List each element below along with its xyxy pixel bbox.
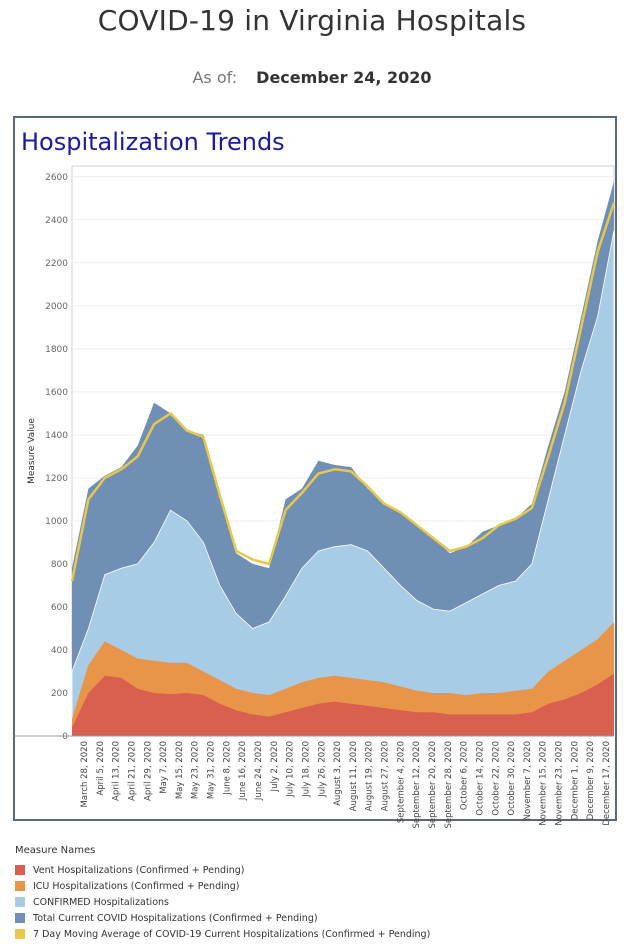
x-tick-label: December 9, 2020 [586, 741, 596, 820]
moving-average-line [70, 202, 616, 582]
legend-swatch [15, 881, 25, 891]
legend-label: CONFIRMED Hospitalizations [33, 896, 169, 908]
y-tick-label: 1200 [45, 474, 68, 484]
y-tick-label: 800 [51, 560, 68, 570]
x-tick-label: November 7, 2020 [523, 741, 533, 820]
area-series-2 [71, 230, 615, 737]
x-tick-label: June 24, 2020 [254, 741, 264, 801]
x-tick-label: April 5, 2020 [96, 741, 106, 796]
y-tick-label: 1000 [45, 517, 68, 527]
x-tick-label: October 22, 2020 [491, 741, 501, 816]
x-tick-label: May 15, 2020 [175, 741, 185, 799]
legend-swatch [15, 913, 25, 923]
legend-item-icu[interactable]: ICU Hospitalizations (Confirmed + Pendin… [15, 878, 430, 894]
as-of-label: As of: [192, 68, 238, 87]
as-of-line: As of: December 24, 2020 [0, 68, 624, 87]
x-tick-label: September 28, 2020 [444, 741, 454, 829]
x-tick-label: July 26, 2020 [317, 741, 327, 798]
x-tick-label: November 15, 2020 [539, 741, 549, 826]
legend-title: Measure Names [15, 845, 96, 856]
legend-item-vent[interactable]: Vent Hospitalizations (Confirmed + Pendi… [15, 862, 430, 878]
y-tick-label: 0 [62, 732, 68, 742]
y-tick-label: 600 [51, 603, 68, 613]
x-tick-label: July 10, 2020 [286, 741, 296, 798]
legend-swatch [15, 865, 25, 875]
legend-label: Vent Hospitalizations (Confirmed + Pendi… [33, 864, 245, 876]
x-tick-label: December 17, 2020 [602, 741, 612, 826]
legend-item-confirmed[interactable]: CONFIRMED Hospitalizations [15, 894, 430, 910]
x-tick-label: July 2, 2020 [270, 741, 280, 792]
x-tick-label: August 27, 2020 [381, 741, 391, 811]
x-tick-label: June 16, 2020 [238, 741, 248, 801]
legend-item-total[interactable]: Total Current COVID Hospitalizations (Co… [15, 910, 430, 926]
x-tick-label: October 6, 2020 [460, 741, 470, 810]
x-tick-label: May 31, 2020 [207, 741, 217, 799]
x-tick-label: June 8, 2020 [222, 741, 232, 796]
x-tick-label: August 11, 2020 [349, 741, 359, 811]
legend-label: ICU Hospitalizations (Confirmed + Pendin… [33, 880, 240, 892]
x-tick-label: December 1, 2020 [570, 741, 580, 820]
legend-item-moving-average[interactable]: 7 Day Moving Average of COVID-19 Current… [15, 926, 430, 942]
x-tick-label: March 28, 2020 [80, 741, 90, 807]
hospitalization-chart[interactable]: 0 200 400 600 800 1000 1200 1400 1600 1800 2000 220… [0, 0, 624, 840]
x-tick-label: September 20, 2020 [428, 741, 438, 829]
area-series-0 [72, 673, 614, 736]
y-tick-label: 1800 [45, 345, 68, 355]
y-tick-label: 2400 [45, 216, 68, 226]
x-tick-label: April 13, 2020 [112, 741, 122, 801]
y-tick-label: 2000 [45, 302, 68, 312]
x-tick-label: October 30, 2020 [507, 741, 517, 816]
legend-label: Total Current COVID Hospitalizations (Co… [33, 912, 318, 924]
legend: Measure Names Vent Hospitalizations (Con… [15, 845, 430, 942]
legend-swatch [15, 897, 25, 907]
y-tick-label: 1400 [45, 431, 68, 441]
section-title: Hospitalization Trends [21, 128, 285, 156]
y-tick-label: 2200 [45, 259, 68, 269]
y-axis-label: Measure Value [27, 418, 37, 484]
x-tick-label: May 7, 2020 [159, 741, 169, 794]
y-tick-label: 400 [51, 646, 68, 656]
as-of-date: December 24, 2020 [256, 68, 432, 87]
x-tick-label: November 23, 2020 [555, 741, 565, 826]
x-tick-label: October 14, 2020 [476, 741, 486, 816]
legend-swatch [15, 929, 25, 939]
legend-label: 7 Day Moving Average of COVID-19 Current… [33, 928, 431, 940]
x-tick-label: September 4, 2020 [396, 741, 406, 823]
x-tick-label: August 3, 2020 [333, 741, 343, 806]
page-title: COVID-19 in Virginia Hospitals [97, 4, 527, 37]
y-tick-label: 200 [51, 689, 68, 699]
x-tick-label: September 12, 2020 [412, 741, 422, 829]
x-tick-label: May 23, 2020 [191, 741, 201, 799]
y-tick-label: 2600 [45, 173, 68, 183]
x-tick-label: April 21, 2020 [128, 741, 138, 801]
y-tick-label: 1600 [45, 388, 68, 398]
x-tick-label: April 29, 2020 [143, 741, 153, 801]
x-tick-label: August 19, 2020 [365, 741, 375, 811]
x-tick-label: July 18, 2020 [302, 741, 312, 798]
